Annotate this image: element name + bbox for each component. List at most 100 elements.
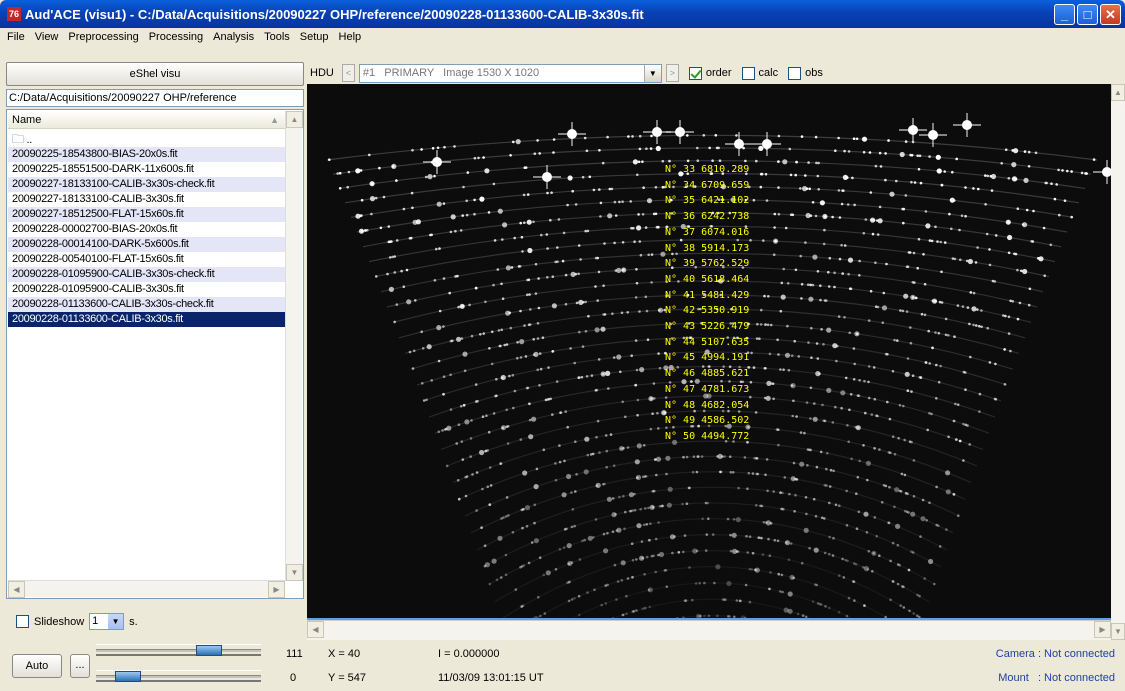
order-label: order (705, 67, 732, 79)
order-label: N° 43 5226.479 (665, 321, 750, 332)
scroll-right-icon[interactable]: ▶ (1094, 621, 1111, 638)
directory-path[interactable]: C:/Data/Acquisitions/20090227 OHP/refere… (6, 89, 304, 107)
status-area: Auto ... 111 0 X = 40 Y = 547 I = 0.0000… (0, 640, 1125, 691)
order-label: N° 47 4781.673 (665, 383, 750, 395)
slideshow-interval-value: 1 (92, 615, 99, 627)
order-label: N° 39 5762.529 (665, 258, 750, 270)
name-column-label: Name (12, 114, 42, 126)
file-list-item[interactable]: 20090228-00540100-FLAT-15x60s.fit (12, 253, 184, 265)
high-threshold-slider[interactable] (96, 644, 261, 656)
file-list-item[interactable]: 20090228-01095900-CALIB-3x30s-check.fit (8, 267, 285, 282)
maximize-button[interactable]: □ (1077, 3, 1098, 25)
file-list-item[interactable]: 20090228-00014100-DARK-5x600s.fit (8, 237, 285, 252)
order-label: N° 49 4586.502 (665, 415, 750, 427)
order-label: N° 44 5107.635 (665, 336, 750, 348)
previous-hdu-button[interactable]: < (341, 64, 355, 82)
file-browser-panel: eShel visu C:/Data/Acquisitions/20090227… (6, 62, 306, 638)
scroll-down-icon[interactable]: ▼ (1111, 623, 1125, 640)
order-label: N° 38 5914.173 (665, 242, 750, 254)
file-list-item[interactable]: 20090227-18512500-FLAT-15x60s.fit (8, 207, 285, 222)
obs-label: obs (805, 67, 823, 79)
order-label: N° 50 4494.772 (665, 430, 750, 442)
close-icon: ✕ (1105, 6, 1116, 22)
order-label: N° 37 6074.016 (665, 226, 750, 238)
order-label: N° 48 4682.054 (665, 399, 750, 411)
order-label: N° 35 6421.102 (665, 195, 750, 207)
image-horizontal-scrollbar[interactable]: ◀ ▶ (307, 620, 1111, 640)
scroll-right-icon[interactable]: ▶ (268, 581, 285, 598)
low-threshold-value: 0 (290, 672, 297, 684)
menu-tools[interactable]: Tools (264, 31, 290, 43)
file-list-horizontal-scrollbar[interactable]: ◀ ▶ (8, 580, 285, 598)
hdu-toolbar: HDU < #1 PRIMARY Image 1530 X 1020 ▼ > o… (310, 62, 1125, 84)
y-coordinate-readout: Y = 547 (328, 672, 367, 684)
app-icon: 76 (7, 7, 21, 21)
menu-analysis[interactable]: Analysis (213, 31, 255, 43)
order-label: N° 34 6709.659 (665, 179, 750, 191)
obs-option[interactable]: obs (788, 66, 823, 80)
order-option[interactable]: order (688, 66, 732, 80)
close-button[interactable]: ✕ (1100, 3, 1121, 25)
scroll-up-icon[interactable]: ▲ (286, 111, 303, 128)
dropdown-arrow-icon[interactable]: ▼ (108, 614, 124, 629)
menu-file[interactable]: File (7, 31, 25, 43)
eshel-visu-button[interactable]: eShel visu (6, 62, 304, 86)
low-threshold-slider[interactable] (96, 670, 261, 682)
name-column-header[interactable]: Name ▲ (8, 111, 285, 129)
scroll-left-icon[interactable]: ◀ (8, 581, 25, 598)
slideshow-unit: s. (129, 615, 138, 628)
scroll-left-icon[interactable]: ◀ (307, 621, 324, 638)
scroll-down-icon[interactable]: ▼ (286, 564, 303, 581)
order-checkbox[interactable] (688, 66, 702, 80)
file-list-item[interactable]: 20090227-18133100-CALIB-3x30s.fit (12, 193, 184, 205)
slideshow-checkbox[interactable] (16, 615, 29, 628)
minimize-button[interactable]: _ (1054, 3, 1075, 25)
more-options-button[interactable]: ... (70, 654, 90, 678)
menu-setup[interactable]: Setup (299, 31, 329, 43)
slideshow-interval-select[interactable]: 1 ▼ (89, 613, 125, 630)
datetime-readout: 11/03/09 13:01:15 UT (438, 672, 544, 684)
high-threshold-thumb[interactable] (196, 645, 223, 656)
mount-status: Mount : Not connected (998, 672, 1115, 684)
echelle-spectrum-image (307, 84, 1111, 618)
slideshow-label: Slideshow (34, 615, 85, 628)
order-label: N° 36 6242.738 (665, 211, 750, 223)
dropdown-arrow-icon[interactable]: ▼ (643, 64, 661, 82)
file-list-item[interactable]: 20090228-00002700-BIAS-20x0s.fit (12, 223, 178, 235)
menu-bar: File View Preprocessing Processing Analy… (0, 28, 1125, 46)
parent-directory-item[interactable]: 🗀 .. (8, 132, 285, 147)
scroll-up-icon[interactable]: ▲ (1111, 84, 1125, 101)
file-list: Name ▲ 🗀 .. 20090225-18543800-BIAS-20x0s… (6, 109, 304, 599)
parent-directory-label: .. (26, 134, 32, 146)
calc-label: calc (758, 67, 779, 79)
order-label: N° 33 6810.289 (665, 164, 750, 175)
order-label: N° 42 5350.919 (665, 305, 750, 317)
file-list-item[interactable]: 20090227-18133100-CALIB-3x30s-check.fit (8, 177, 285, 192)
menu-processing[interactable]: Processing (148, 31, 204, 43)
camera-status: Camera : Not connected (995, 648, 1115, 660)
image-vertical-scrollbar[interactable]: ▲ ▼ (1111, 84, 1125, 640)
hdu-select-value: #1 PRIMARY Image 1530 X 1020 (362, 66, 540, 79)
calc-option[interactable]: calc (741, 66, 779, 80)
menu-view[interactable]: View (34, 31, 59, 43)
order-label: N° 45 4994.191 (665, 352, 750, 364)
slideshow-control: Slideshow 1 ▼ s. (16, 613, 138, 630)
hdu-label: HDU (310, 67, 334, 79)
obs-checkbox[interactable] (788, 66, 802, 80)
hdu-select[interactable]: #1 PRIMARY Image 1530 X 1020 ▼ (358, 63, 662, 83)
low-threshold-thumb[interactable] (115, 671, 142, 682)
file-list-item[interactable]: 20090228-01133600-CALIB-3x30s.fit (8, 312, 285, 327)
auto-button[interactable]: Auto (12, 654, 62, 678)
menu-help[interactable]: Help (338, 31, 362, 43)
maximize-icon: □ (1083, 6, 1092, 22)
next-hdu-button[interactable]: > (665, 64, 679, 82)
x-coordinate-readout: X = 40 (328, 648, 361, 660)
file-list-item[interactable]: 20090225-18551500-DARK-11x600s.fit (12, 163, 194, 175)
file-list-item[interactable]: 20090225-18543800-BIAS-20x0s.fit (8, 147, 285, 162)
menu-preprocessing[interactable]: Preprocessing (68, 31, 139, 43)
spectrum-image-viewer[interactable]: N° 33 6810.289 N° 34 6709.659 N° 35 6421.1… (307, 84, 1111, 620)
calc-checkbox[interactable] (741, 66, 755, 80)
file-list-item[interactable]: 20090228-01133600-CALIB-3x30s-check.fit (8, 297, 285, 312)
file-list-vertical-scrollbar[interactable]: ▲ ▼ (285, 111, 303, 581)
file-list-item[interactable]: 20090228-01095900-CALIB-3x30s.fit (12, 283, 184, 295)
